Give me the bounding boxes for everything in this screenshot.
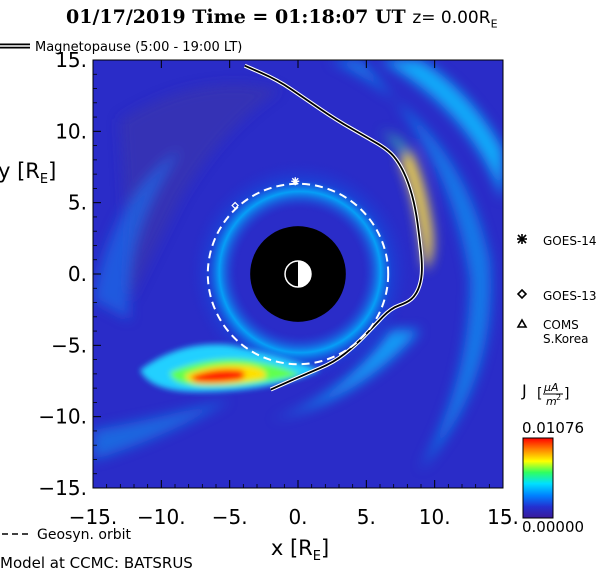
colorbar-bracket-close: ] — [564, 386, 569, 402]
title-time-label: Time = — [192, 6, 269, 28]
colorbar-label-pow: 2 — [556, 393, 561, 402]
title-time-value: 01:18:07 — [274, 6, 369, 28]
y-tick-label: 10. — [55, 119, 87, 143]
legend-geosyn-label: Geosyn. orbit — [37, 527, 131, 543]
satellite-legend: GOES-14 GOES-13 COMS S.Korea — [516, 234, 597, 346]
title-z-unit-sub: E — [490, 17, 498, 31]
colorbar-scale — [522, 437, 554, 519]
title-z-value: 0.00 — [440, 8, 479, 28]
x-axis: −15. −10. −5. 0. 5. 10. 15. — [69, 60, 519, 529]
legend-magnetopause: Magnetopause (5:00 - 19:00 LT) — [0, 40, 242, 55]
title-z-unit: R — [478, 8, 491, 28]
colorbar-max: 0.01076 — [522, 419, 584, 437]
colorbar: J [ μA m 2 ] 0.01076 0.00000 — [521, 381, 584, 536]
geosynchronous-orbit — [206, 182, 390, 366]
x-tick-label: −5. — [212, 505, 248, 529]
legend-coms: COMS S.Korea — [516, 318, 588, 346]
x-tick-label: 15. — [487, 505, 519, 529]
y-tick-label: 15. — [55, 48, 87, 72]
legend-magnetopause-label: Magnetopause (5:00 - 19:00 LT) — [35, 40, 242, 55]
current-density-field — [93, 60, 503, 488]
legend-coms-label: COMS — [543, 318, 579, 332]
legend-goes-13-label: GOES-13 — [543, 289, 597, 303]
y-tick-label: −5. — [51, 333, 87, 357]
title-date: 01/17/2019 — [66, 6, 186, 28]
y-tick-label: −15. — [38, 476, 87, 500]
earth-icon — [284, 260, 312, 288]
ring-current-tail — [140, 344, 320, 392]
satellite-marker-goes-14 — [291, 177, 300, 186]
y-tick-label: 5. — [68, 191, 87, 215]
x-tick-label: 0. — [288, 505, 307, 529]
model-footer: Model at CCMC: BATSRUS — [0, 554, 193, 572]
legend-coms-label-2: S.Korea — [543, 332, 588, 346]
x-axis-label: x [RE] — [271, 536, 329, 564]
legend-geosyn: Geosyn. orbit — [2, 527, 131, 543]
satellite-markers — [231, 177, 300, 210]
x-tick-label: 10. — [419, 505, 451, 529]
colorbar-bracket-open: [ — [537, 386, 542, 402]
triangle-icon — [516, 318, 528, 328]
title-time-unit: UT — [374, 6, 406, 28]
colorbar-label-den: m — [546, 395, 557, 408]
x-tick-label: 5. — [357, 505, 376, 529]
satellite-marker-goes-13 — [231, 201, 239, 210]
x-tick-label: −10. — [137, 505, 186, 529]
colorbar-min: 0.00000 — [522, 518, 584, 536]
x-tick-label: −15. — [69, 505, 118, 529]
legend-goes-14: GOES-14 — [517, 234, 597, 248]
y-tick-label: 0. — [68, 262, 87, 286]
title-z-label: z= — [412, 8, 436, 28]
legend-goes-13: GOES-13 — [516, 288, 597, 303]
y-tick-label: −10. — [38, 405, 87, 429]
y-axis: 15. 10. 5. 0. −5. −10. −15. — [38, 48, 101, 500]
asterisk-icon — [517, 234, 527, 244]
y-axis-label: y [RE] — [0, 159, 56, 187]
colorbar-label-j: J — [521, 381, 527, 400]
legend-goes-14-label: GOES-14 — [543, 234, 597, 248]
colorbar-label-num: μA — [543, 381, 559, 394]
diamond-icon — [516, 288, 528, 300]
